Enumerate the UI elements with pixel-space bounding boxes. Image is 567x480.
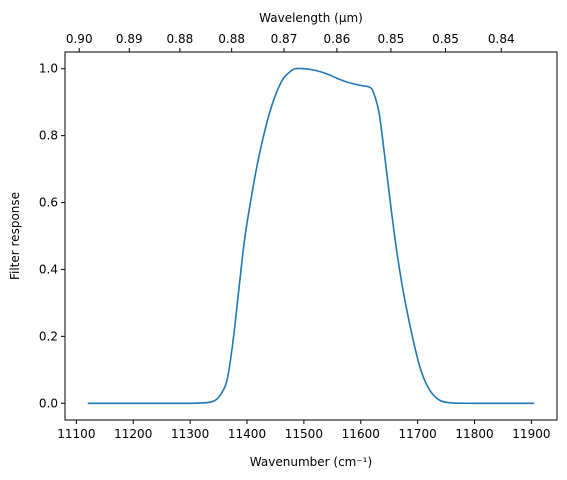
top-tick-label: 0.85 <box>378 32 405 46</box>
y-tick-label: 0.0 <box>39 396 58 410</box>
top-tick-label: 0.90 <box>66 32 93 46</box>
x-tick-label: 11600 <box>342 427 380 441</box>
x-tick-label: 11700 <box>399 427 437 441</box>
top-tick-label: 0.88 <box>218 32 245 46</box>
y-axis-label: Filter response <box>8 192 22 280</box>
top-x-axis: 0.90 0.89 0.88 0.88 0.87 0.86 0.85 0.85 0.84 <box>66 32 515 52</box>
y-tick-label: 1.0 <box>39 62 58 76</box>
top-tick-label: 0.88 <box>167 32 194 46</box>
top-tick-label: 0.89 <box>116 32 143 46</box>
filter-response-line <box>87 67 535 405</box>
top-axis-label: Wavelength (μm) <box>259 11 363 25</box>
y-tick-label: 0.6 <box>39 196 58 210</box>
plot-frame <box>64 51 558 421</box>
plot-area <box>64 51 558 421</box>
top-tick-label: 0.85 <box>432 32 459 46</box>
top-tick-label: 0.87 <box>271 32 298 46</box>
x-tick-label: 11400 <box>228 427 266 441</box>
bottom-x-axis: 11100 11200 11300 11400 11500 11600 11700 11800… <box>57 420 550 441</box>
top-tick-label: 0.86 <box>324 32 351 46</box>
x-tick-label: 11800 <box>455 427 493 441</box>
x-tick-label: 11300 <box>171 427 209 441</box>
y-tick-label: 0.2 <box>39 329 58 343</box>
x-tick-label: 11500 <box>285 427 323 441</box>
y-tick-label: 0.8 <box>39 129 58 143</box>
y-axis: 0.0 0.2 0.4 0.6 0.8 1.0 <box>39 62 65 410</box>
top-tick-label: 0.84 <box>488 32 515 46</box>
x-tick-label: 11100 <box>57 427 95 441</box>
x-tick-label: 11900 <box>512 427 550 441</box>
y-tick-label: 0.4 <box>39 262 58 276</box>
x-tick-label: 11200 <box>114 427 152 441</box>
x-axis-label: Wavenumber (cm⁻¹) <box>250 455 372 469</box>
